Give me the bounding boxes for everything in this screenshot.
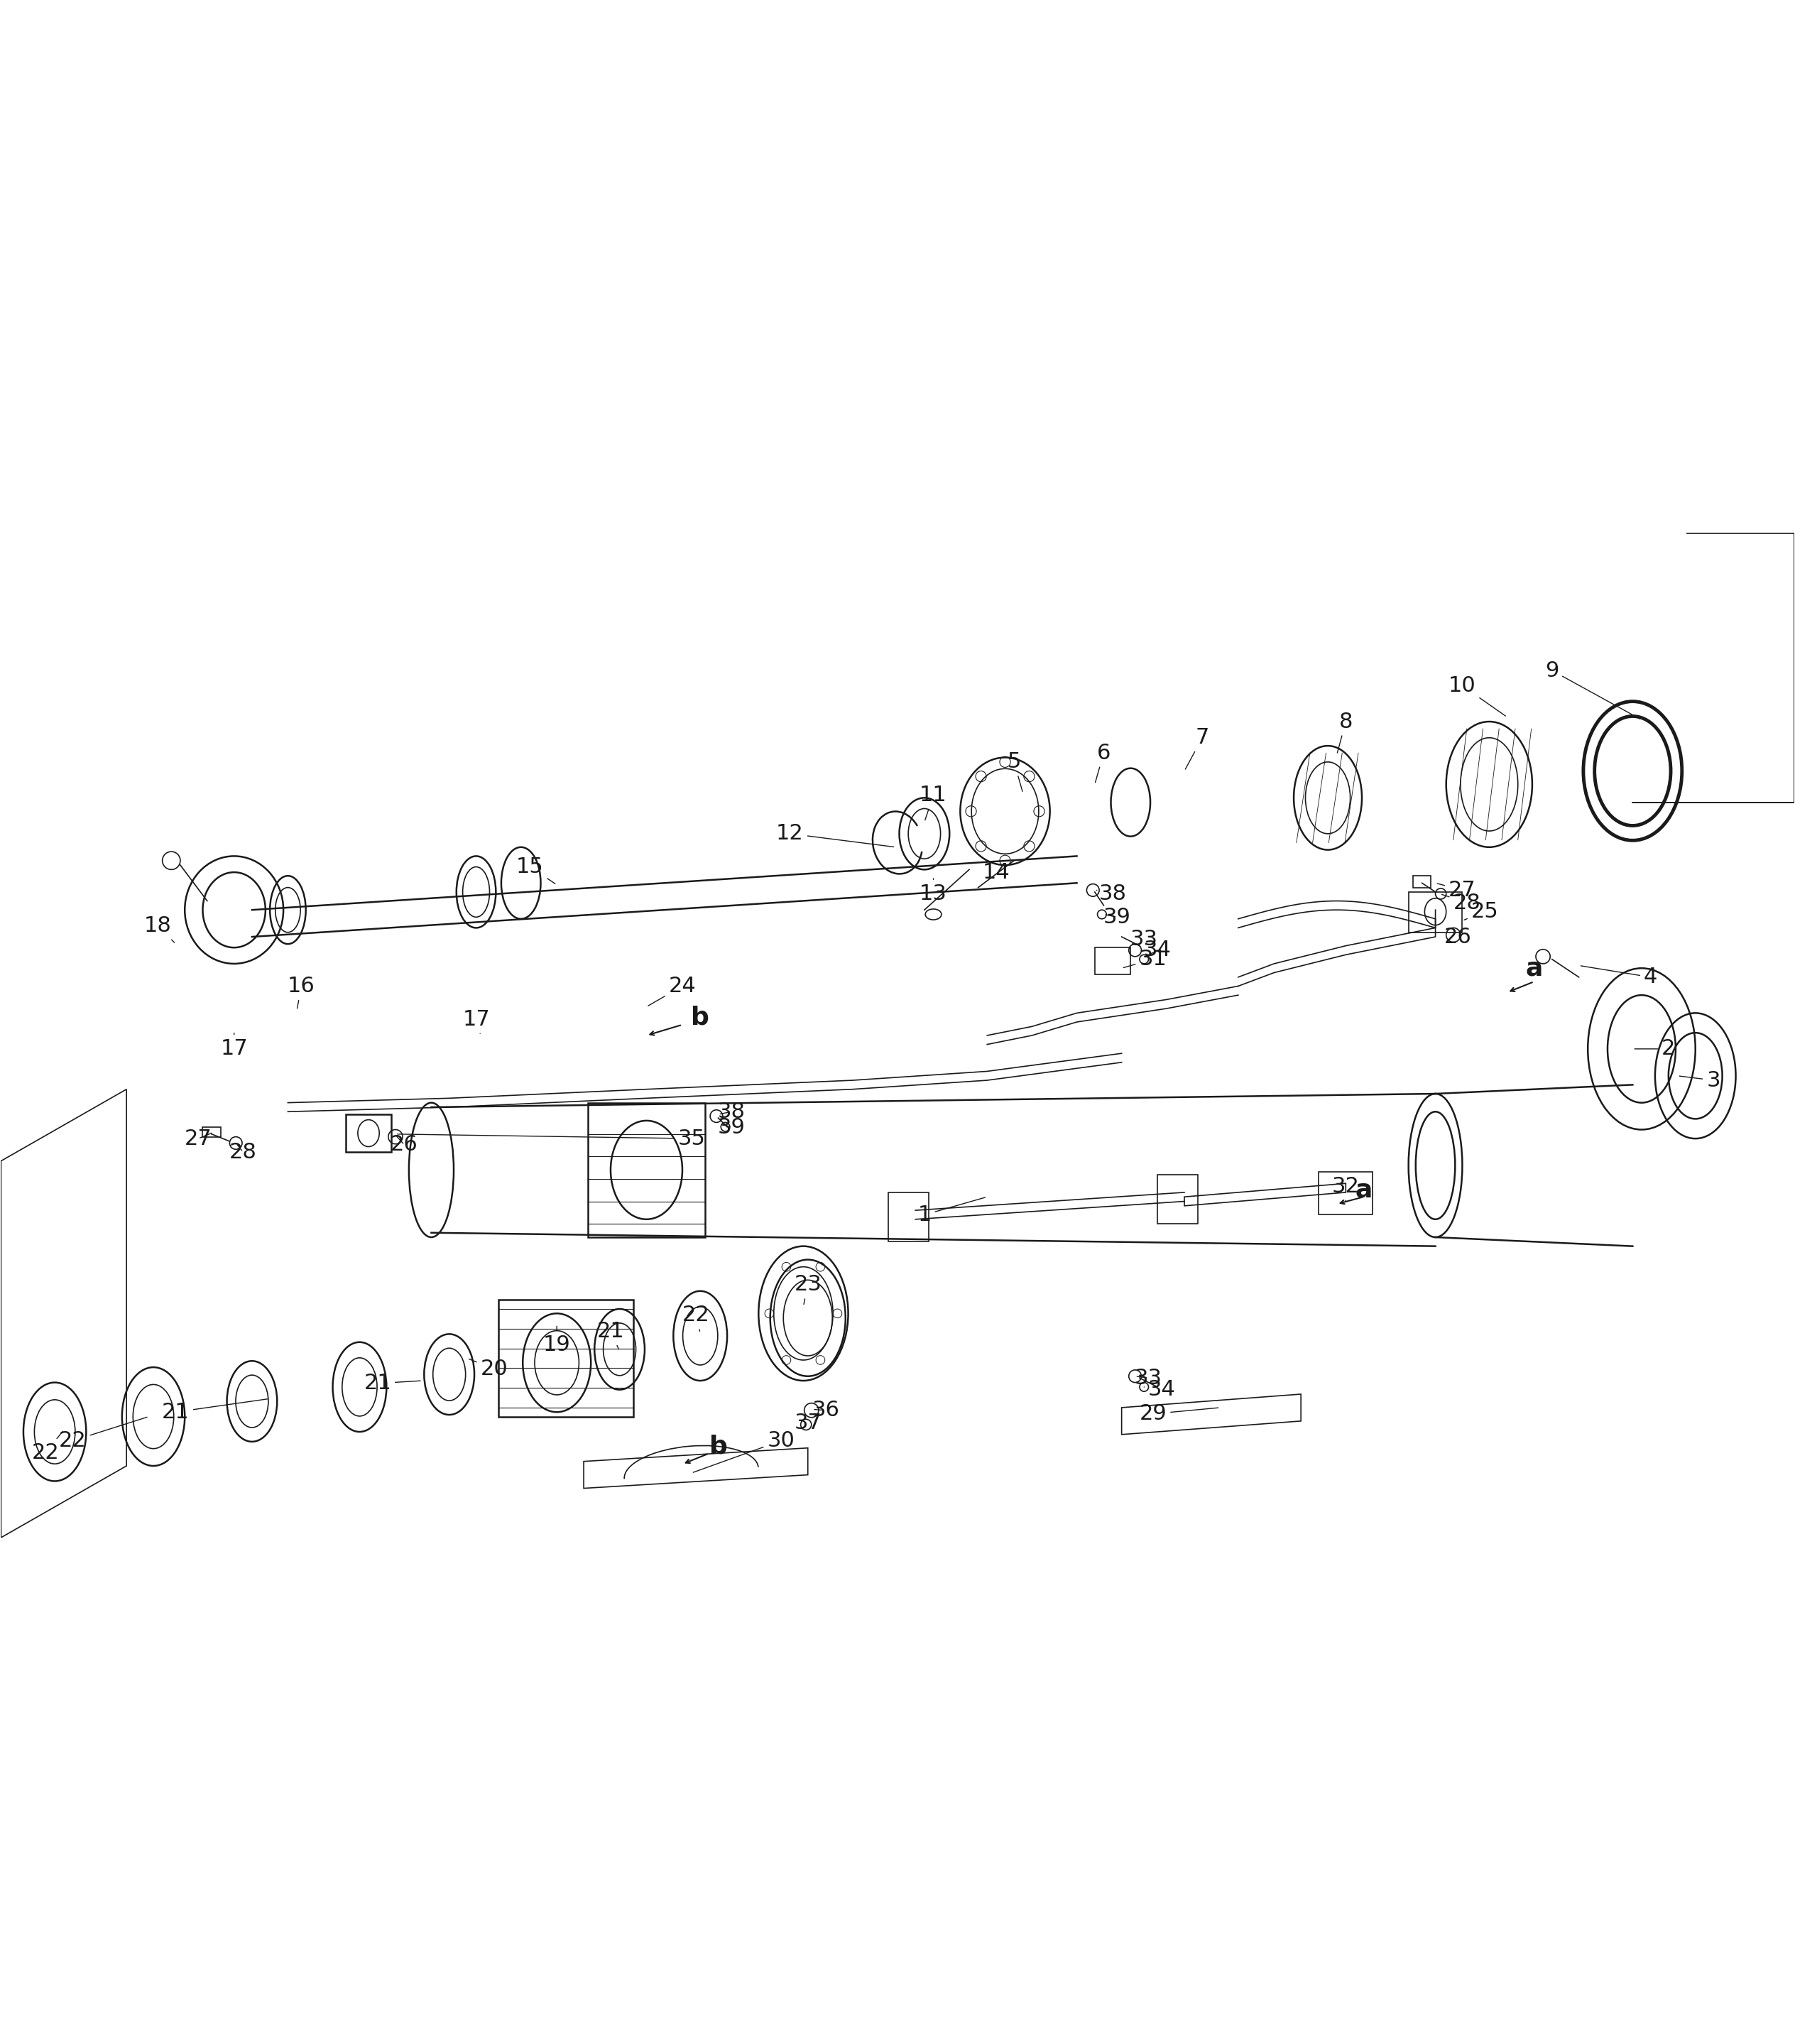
Text: 11: 11 [919,785,948,820]
Text: 16: 16 [287,975,316,1008]
Text: 30: 30 [693,1431,795,1472]
Text: 15: 15 [517,856,555,883]
Text: 28: 28 [230,1143,257,1163]
Text: 21: 21 [598,1320,625,1349]
Text: 31: 31 [1124,948,1167,969]
Text: a: a [1526,957,1542,981]
Text: 10: 10 [1449,675,1506,715]
Text: 18: 18 [144,916,174,942]
Text: 39: 39 [718,1118,745,1139]
Text: b: b [709,1435,727,1457]
Text: 34: 34 [1143,940,1172,961]
Text: 22: 22 [59,1416,147,1451]
Polygon shape [1413,875,1431,887]
Text: 29: 29 [1140,1404,1219,1425]
Text: 21: 21 [364,1374,420,1394]
Text: 39: 39 [1104,908,1131,928]
Text: 33: 33 [1134,1367,1163,1388]
Text: 22: 22 [32,1431,63,1464]
Text: 1: 1 [917,1198,985,1224]
Text: 2: 2 [1635,1038,1675,1059]
Text: 22: 22 [682,1304,709,1331]
Text: 26: 26 [391,1134,418,1155]
Text: 5: 5 [1007,752,1023,791]
Text: 7: 7 [1185,728,1210,769]
Text: 23: 23 [793,1275,822,1304]
Text: 24: 24 [648,975,696,1006]
Text: 4: 4 [1581,967,1657,987]
Text: 12: 12 [775,824,894,846]
Text: 3: 3 [1680,1069,1720,1091]
Text: 21: 21 [162,1398,267,1423]
Text: 28: 28 [1441,893,1481,914]
Text: 25: 25 [1465,901,1499,922]
Text: 9: 9 [1545,660,1641,719]
Text: a: a [1355,1177,1373,1202]
Text: 19: 19 [544,1327,571,1355]
Text: 13: 13 [919,879,948,903]
Text: 17: 17 [221,1032,248,1059]
Text: 38: 38 [718,1102,745,1122]
Polygon shape [203,1126,221,1136]
Text: 27: 27 [185,1128,212,1149]
Text: 34: 34 [1143,1380,1176,1400]
Text: 32: 32 [1332,1175,1359,1202]
Text: 20: 20 [468,1359,508,1380]
Text: 38: 38 [1097,883,1127,903]
Text: 8: 8 [1337,711,1353,752]
Text: 36: 36 [811,1400,840,1421]
Text: 37: 37 [793,1412,822,1433]
Text: 35: 35 [397,1128,705,1149]
Text: 27: 27 [1438,879,1475,901]
Text: 33: 33 [1131,930,1158,950]
Text: 6: 6 [1095,742,1111,783]
Text: b: b [691,1006,709,1030]
Text: 26: 26 [1443,926,1472,946]
Text: 14: 14 [982,863,1011,883]
Text: 17: 17 [463,1010,490,1034]
